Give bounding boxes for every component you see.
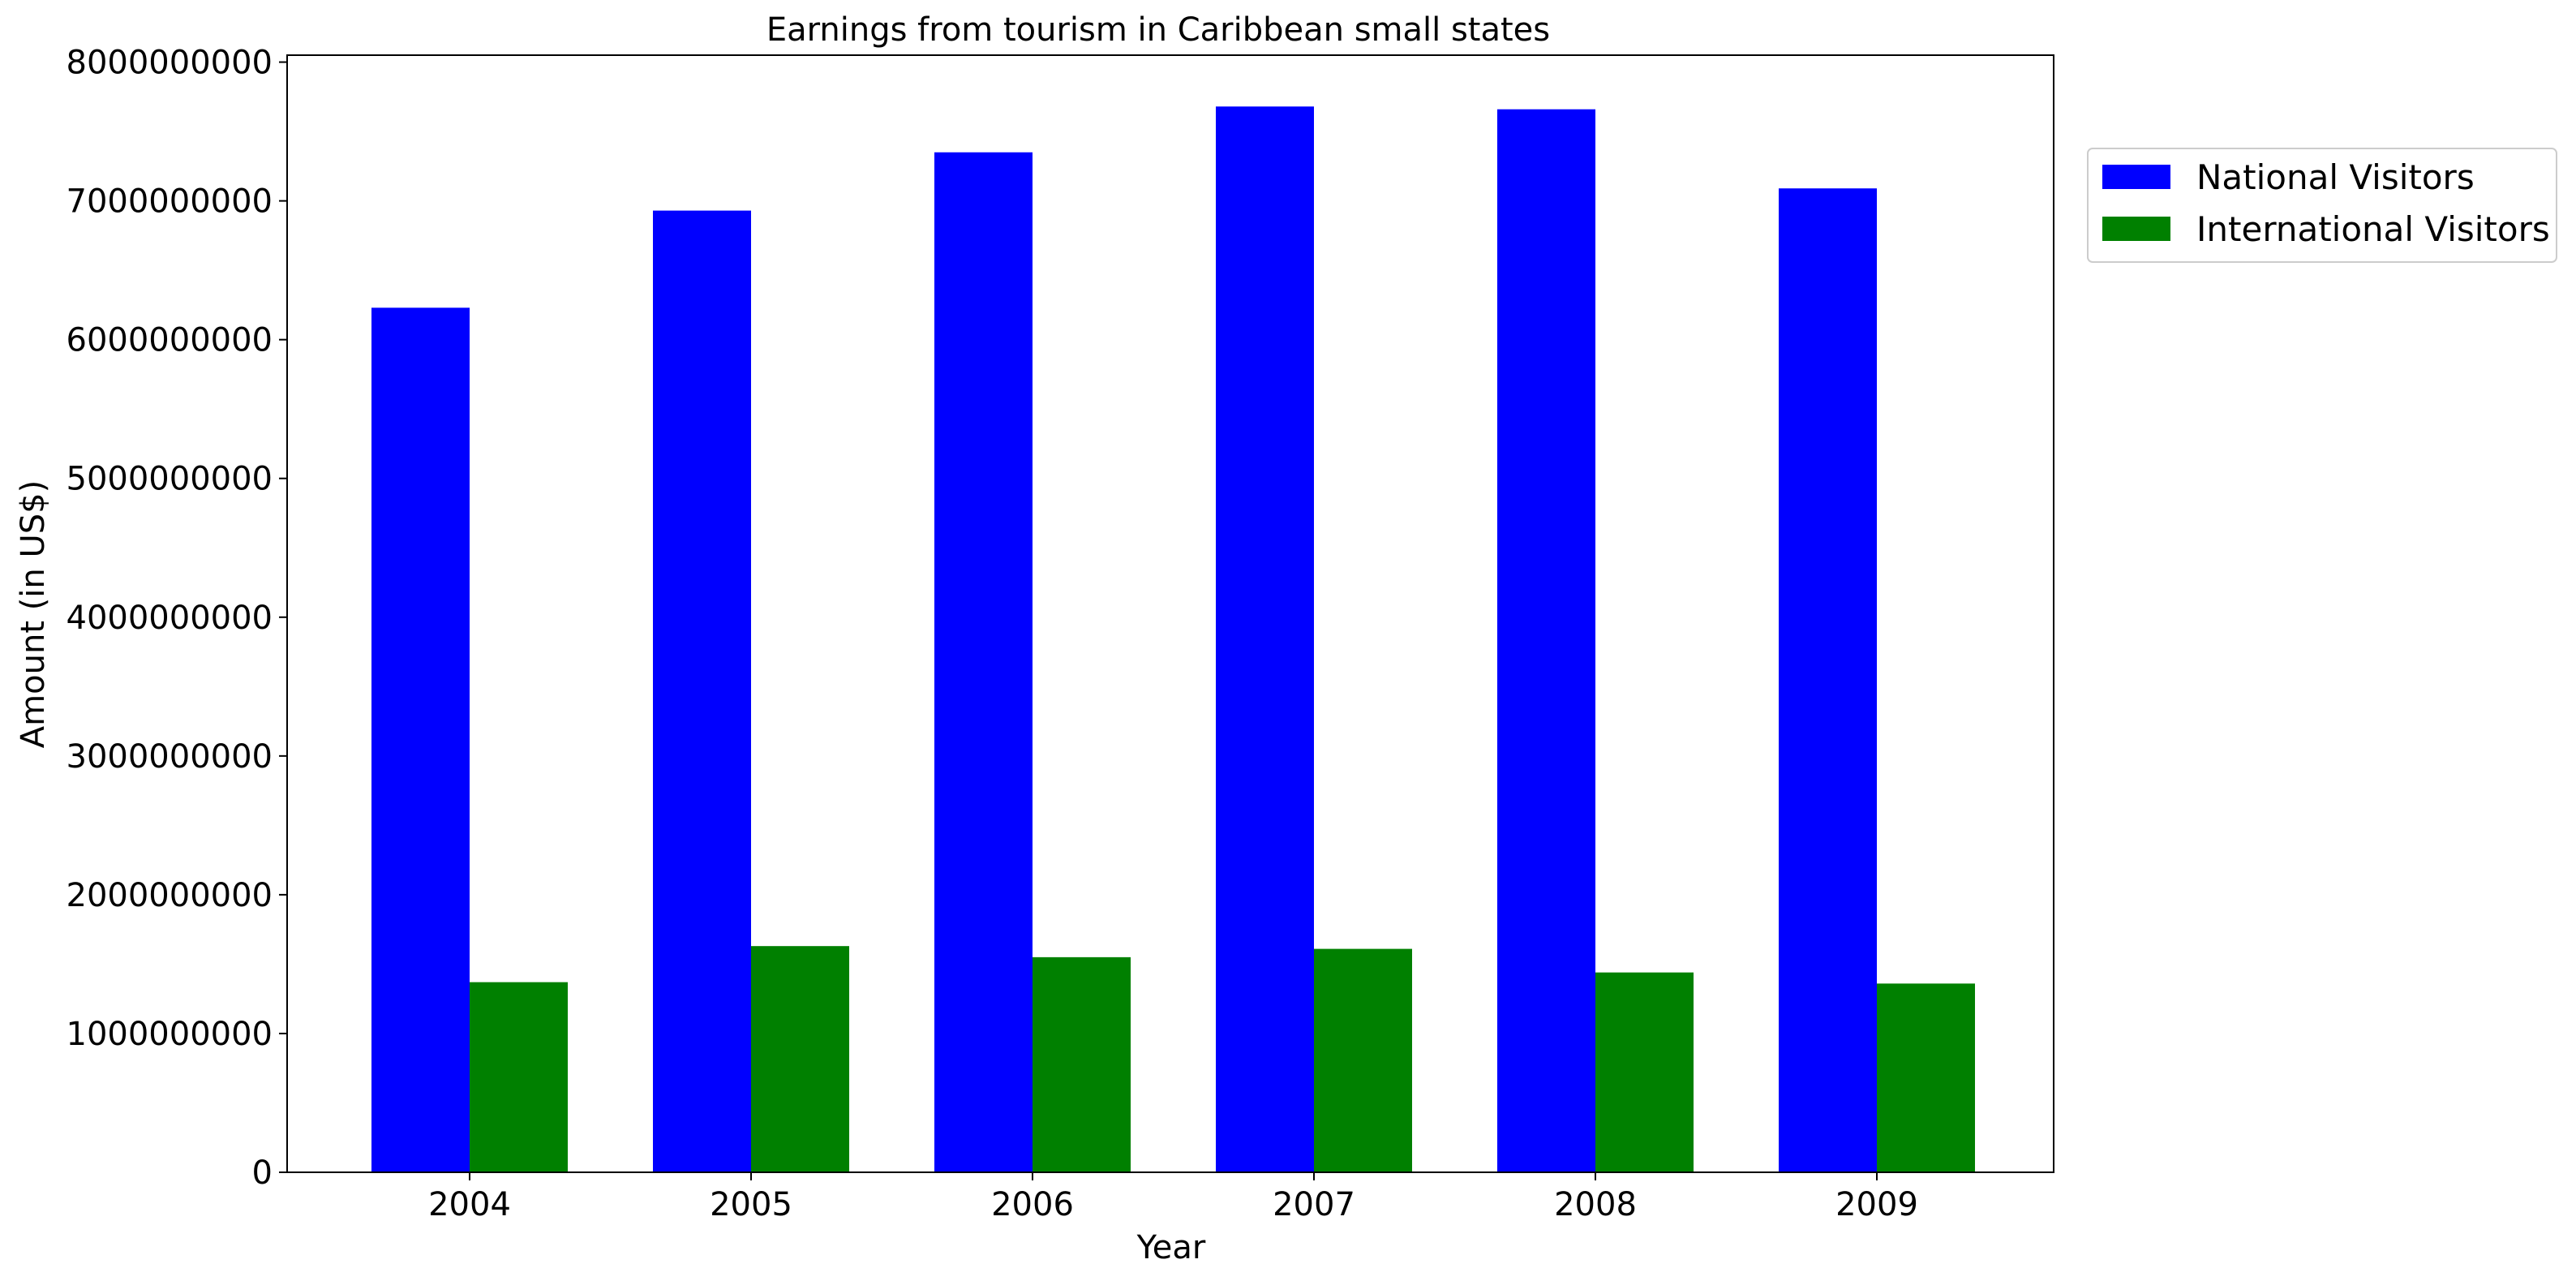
x-tick-label: 2007 xyxy=(1273,1186,1355,1223)
chart-title: Earnings from tourism in Caribbean small… xyxy=(766,11,1550,49)
y-tick-label: 6000000000 xyxy=(67,322,273,359)
y-tick-label: 2000000000 xyxy=(67,877,273,914)
legend-swatch-international-visitors xyxy=(2102,217,2170,241)
x-tick-label: 2008 xyxy=(1554,1186,1637,1223)
y-tick-label: 0 xyxy=(252,1154,273,1192)
x-axis-title: Year xyxy=(1136,1229,1206,1266)
y-tick-label: 1000000000 xyxy=(67,1016,273,1053)
x-tick-label: 2006 xyxy=(991,1186,1074,1223)
bar-international-visitors-2009 xyxy=(1877,983,1975,1172)
y-tick-label: 7000000000 xyxy=(67,183,273,221)
y-axis-title: Amount (in US$) xyxy=(15,480,52,748)
legend-label-international-visitors: International Visitors xyxy=(2196,209,2550,249)
plot-area xyxy=(371,106,1975,1173)
bar-national-visitors-2008 xyxy=(1497,109,1595,1173)
legend-frame xyxy=(2087,148,2557,263)
x-axis: 2004 2005 2006 2007 2008 2009 xyxy=(428,1172,1918,1223)
x-tick-label: 2009 xyxy=(1835,1186,1918,1223)
plot-frame xyxy=(286,54,2054,1173)
bar-international-visitors-2006 xyxy=(1033,956,1131,1172)
bar-international-visitors-2008 xyxy=(1595,972,1694,1172)
y-tick-label: 3000000000 xyxy=(67,738,273,776)
bar-national-visitors-2004 xyxy=(371,307,470,1172)
legend-swatch-national-visitors xyxy=(2102,165,2170,189)
bar-international-visitors-2004 xyxy=(470,982,568,1172)
x-tick-label: 2004 xyxy=(428,1186,511,1223)
bar-international-visitors-2007 xyxy=(1314,948,1412,1172)
bar-international-visitors-2005 xyxy=(751,946,849,1172)
x-tick-label: 2005 xyxy=(710,1186,792,1223)
bar-national-visitors-2007 xyxy=(1216,106,1314,1173)
legend-label-national-visitors: National Visitors xyxy=(2196,157,2475,197)
y-tick-label: 8000000000 xyxy=(67,45,273,82)
bar-national-visitors-2006 xyxy=(934,152,1033,1172)
y-tick-label: 4000000000 xyxy=(67,600,273,637)
bar-national-visitors-2005 xyxy=(653,210,751,1172)
y-axis: 0 1000000000 2000000000 3000000000 400000000… xyxy=(67,45,287,1192)
y-tick-label: 5000000000 xyxy=(67,461,273,498)
legend: National Visitors International Visitors xyxy=(2087,148,2557,263)
bar-national-visitors-2009 xyxy=(1779,188,1877,1173)
